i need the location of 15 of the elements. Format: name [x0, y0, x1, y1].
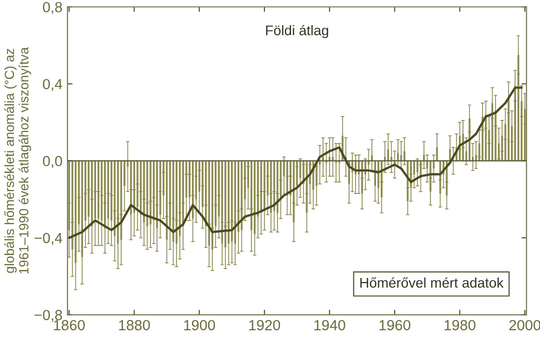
annotation: Hőmérővel mért adatok: [360, 277, 504, 288]
x-tick-label: 1880: [119, 320, 150, 330]
x-tick-label: 1940: [314, 320, 346, 330]
x-tick-label: 1900: [184, 320, 215, 330]
x-tick-label: 1860: [54, 320, 85, 330]
x-tick-label: 1980: [444, 320, 476, 330]
y-axis-title: globális hőmérsékleti anomália (°C) az 1961–1990 évek átlagához viszonyítva: [4, 47, 32, 274]
y-tick-label: −0,8: [34, 310, 62, 322]
y-tick-label: 0,8: [42, 2, 62, 14]
y-tick-label: −0,4: [34, 232, 62, 245]
x-tick-label: 1920: [249, 320, 280, 330]
y-tick-label: 0,0: [42, 156, 62, 168]
annotation: Földi átlag: [266, 24, 328, 38]
x-tick-label: 1960: [380, 320, 410, 330]
y-tick-label: 0,4: [42, 78, 62, 91]
